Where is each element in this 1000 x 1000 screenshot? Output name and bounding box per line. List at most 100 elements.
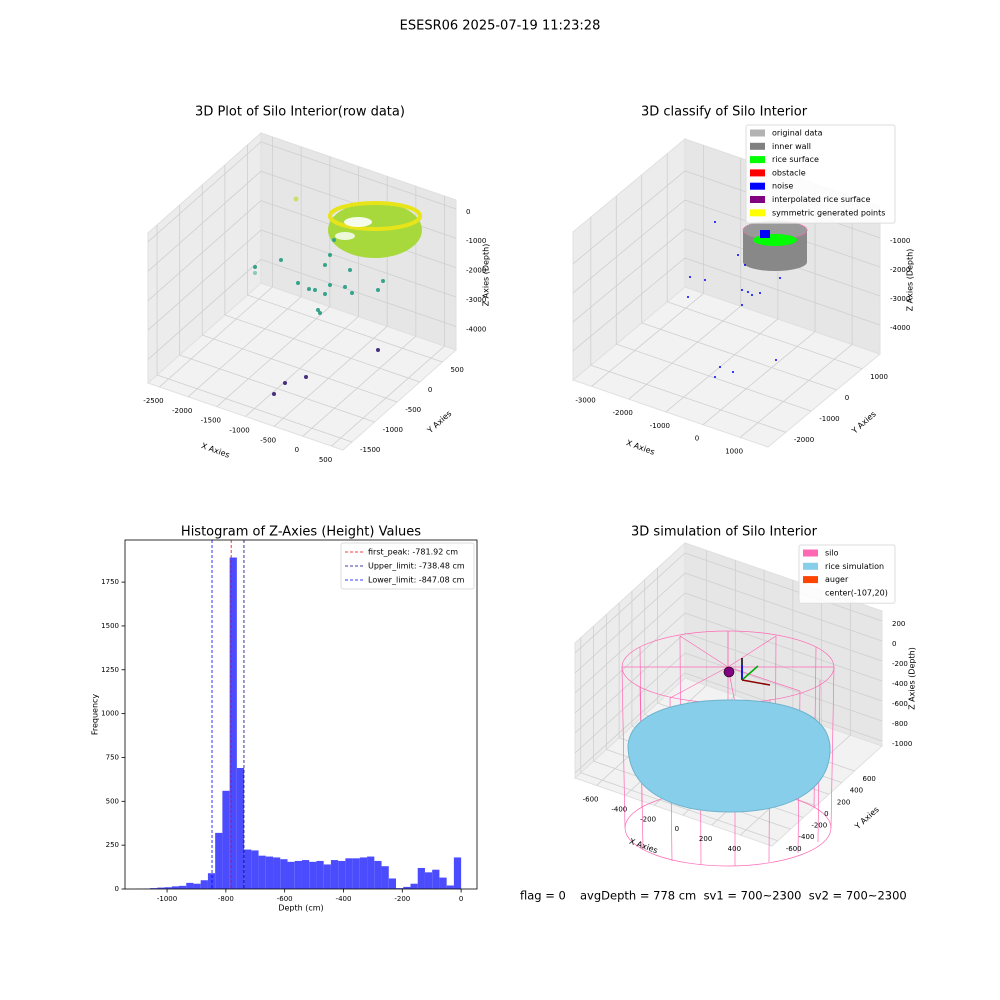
y-tick-label: 750	[106, 753, 119, 761]
z-tick-label: -4000	[890, 324, 910, 332]
y-tick-label: 1750	[101, 578, 119, 586]
z-tick-label: -1000	[892, 740, 912, 748]
bar	[229, 557, 237, 889]
grid-line	[641, 322, 837, 391]
x-tick-label: -400	[611, 805, 627, 813]
bar	[367, 856, 375, 889]
legend-swatch	[803, 549, 818, 557]
grid-line	[147, 259, 262, 360]
points	[253, 238, 385, 315]
point-cloud	[335, 232, 355, 240]
bar	[193, 883, 201, 889]
grid-line	[572, 228, 686, 323]
grid-line	[684, 652, 883, 722]
point	[293, 196, 299, 202]
x-tick-label: 400	[728, 845, 741, 853]
x-tick-label: -1000	[157, 895, 177, 903]
bar	[157, 887, 165, 889]
grid-line	[574, 592, 686, 694]
point-cloud	[328, 201, 422, 231]
y-tick-label: 1000	[870, 373, 888, 381]
grid-line	[156, 374, 353, 443]
grid-line	[590, 364, 786, 433]
bar	[381, 866, 389, 889]
z-tick-label: -600	[892, 700, 908, 708]
footer-flag: flag = 0	[520, 889, 566, 903]
bar	[222, 790, 230, 889]
grid-line	[574, 652, 686, 754]
chart-title: 3D simulation of Silo Interior	[631, 525, 818, 540]
bar	[439, 877, 447, 889]
x-tick-label: -2500	[143, 397, 163, 405]
bar	[150, 888, 158, 889]
z-tick-label: -2000	[890, 266, 910, 274]
grid-line	[147, 229, 262, 331]
legend-swatch	[750, 209, 765, 217]
bar	[171, 886, 179, 889]
grid-line	[684, 612, 883, 682]
grid-line	[224, 314, 420, 383]
y-tick-label: 0	[115, 885, 119, 893]
y-tick-label: -1000	[819, 415, 839, 423]
y-tick-label: -500	[405, 406, 421, 414]
bar	[207, 873, 216, 889]
chart-title: 3D Plot of Silo Interior(row data)	[195, 105, 405, 120]
points	[272, 348, 380, 396]
x-tick-label: 0	[459, 895, 463, 903]
x-tick-label: -200	[394, 895, 410, 903]
grid-line	[260, 259, 457, 327]
bar	[200, 880, 208, 889]
x-tick-label: -600	[277, 895, 293, 903]
legend-label: silo	[825, 549, 839, 558]
x-axis-label: Depth (cm)	[278, 904, 323, 913]
grid-line	[147, 141, 262, 243]
noise	[687, 221, 781, 378]
auger	[741, 658, 771, 686]
legend-swatch	[803, 576, 818, 584]
legend-box	[798, 544, 896, 604]
center-marker	[723, 666, 735, 678]
x-tick-label: 500	[319, 456, 332, 464]
grid-line	[331, 345, 445, 447]
legend-label: Upper_limit: -738.48 cm	[368, 562, 465, 571]
grid-line	[302, 335, 417, 437]
grid-line	[684, 572, 883, 642]
bar	[186, 882, 194, 889]
bar	[396, 888, 404, 889]
grid-line	[572, 199, 686, 294]
y-tick-label: -400	[799, 833, 815, 841]
bar	[280, 859, 288, 889]
x-tick-label: 0	[295, 446, 299, 454]
z-axis-label: Z Axies (Depth)	[906, 249, 915, 312]
bar	[273, 857, 281, 889]
y-tick-label: 500	[450, 366, 463, 374]
y-tick-label: 0	[845, 394, 849, 402]
z-tick-label: -1000	[466, 237, 486, 245]
legend-swatch	[750, 142, 765, 150]
legend-label: first_peak: -781.92 cm	[368, 548, 458, 557]
bar	[164, 887, 172, 889]
y-tick-label: -1000	[383, 426, 403, 434]
z-axis-label: Z Axies (Depth)	[908, 647, 917, 710]
grid-line	[591, 293, 704, 387]
x-tick-label: 0	[675, 825, 679, 833]
rice-simulation	[627, 699, 831, 813]
bar	[403, 886, 411, 889]
z-axis-label: Z Axies (Depth)	[482, 244, 491, 307]
grid-line	[684, 592, 883, 662]
legend-swatch	[750, 182, 765, 190]
grid-line	[572, 170, 686, 265]
grid-line	[202, 334, 398, 403]
z-tick-label: -400	[892, 680, 908, 688]
bar	[287, 861, 295, 889]
bar	[309, 861, 317, 889]
grid-line	[187, 296, 302, 398]
x-tick-label: -500	[260, 436, 276, 444]
y-tick-label: 0	[428, 386, 432, 394]
chart-title: Histogram of Z-Axies (Height) Values	[181, 525, 421, 540]
y-tick-label: 200	[837, 798, 850, 806]
point-clouds	[253, 196, 835, 867]
x-tick-label: -2000	[172, 407, 192, 415]
grid-line	[273, 326, 388, 427]
x-tick-label: -1000	[229, 427, 249, 435]
